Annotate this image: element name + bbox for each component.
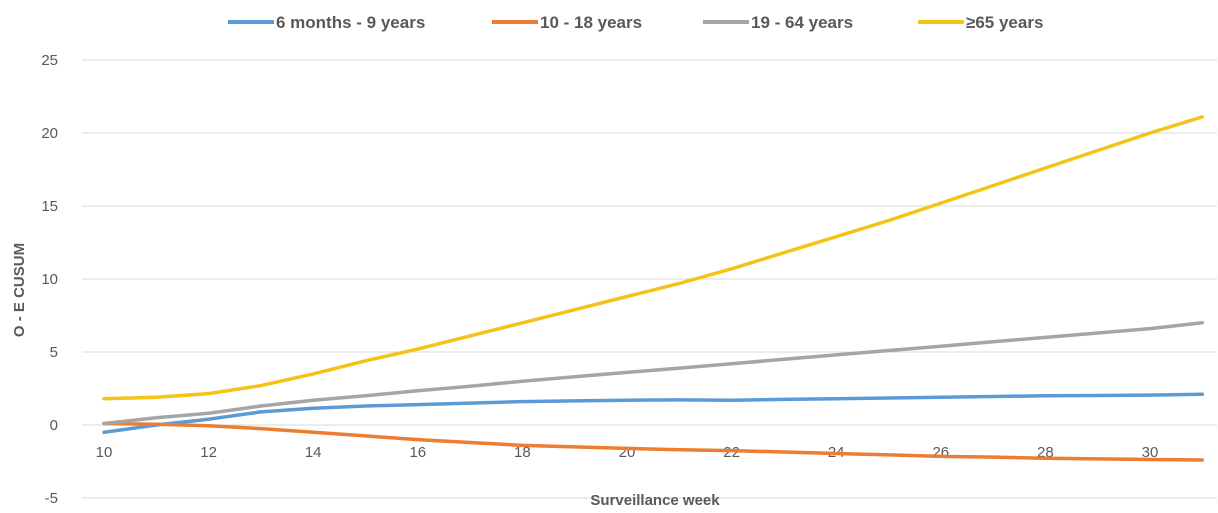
series-lines bbox=[102, 115, 1205, 462]
x-tick-label: 10 bbox=[96, 444, 113, 461]
series-line-2 bbox=[102, 421, 1205, 462]
series-line-1 bbox=[102, 392, 1205, 435]
x-tick-label: 14 bbox=[305, 444, 322, 461]
y-tick-label: -5 bbox=[45, 490, 58, 507]
legend-label: ≥65 years bbox=[966, 13, 1043, 32]
legend-label: 6 months - 9 years bbox=[276, 13, 425, 32]
legend: 6 months - 9 years 10 - 18 years 19 - 64 y… bbox=[228, 13, 1043, 32]
x-tick-label: 22 bbox=[723, 444, 740, 461]
y-tick-label: 25 bbox=[41, 52, 58, 69]
series-line-3 bbox=[102, 321, 1205, 426]
series-line-4 bbox=[102, 115, 1205, 401]
x-tick-label: 12 bbox=[200, 444, 217, 461]
y-tick-label: 20 bbox=[41, 125, 58, 142]
x-tick-label: 18 bbox=[514, 444, 531, 461]
x-tick-label: 30 bbox=[1142, 444, 1159, 461]
x-axis-title: Surveillance week bbox=[590, 492, 720, 509]
legend-label: 19 - 64 years bbox=[751, 13, 853, 32]
x-tick-label: 26 bbox=[932, 444, 949, 461]
legend-label: 10 - 18 years bbox=[540, 13, 642, 32]
y-tick-label: 5 bbox=[50, 344, 58, 361]
gridlines bbox=[82, 59, 1217, 499]
y-tick-label: 0 bbox=[50, 417, 58, 434]
x-tick-label: 16 bbox=[409, 444, 426, 461]
y-tick-label: 10 bbox=[41, 271, 58, 288]
y-axis-title: O - E CUSUM bbox=[11, 243, 28, 337]
y-tick-label: 15 bbox=[41, 198, 58, 215]
